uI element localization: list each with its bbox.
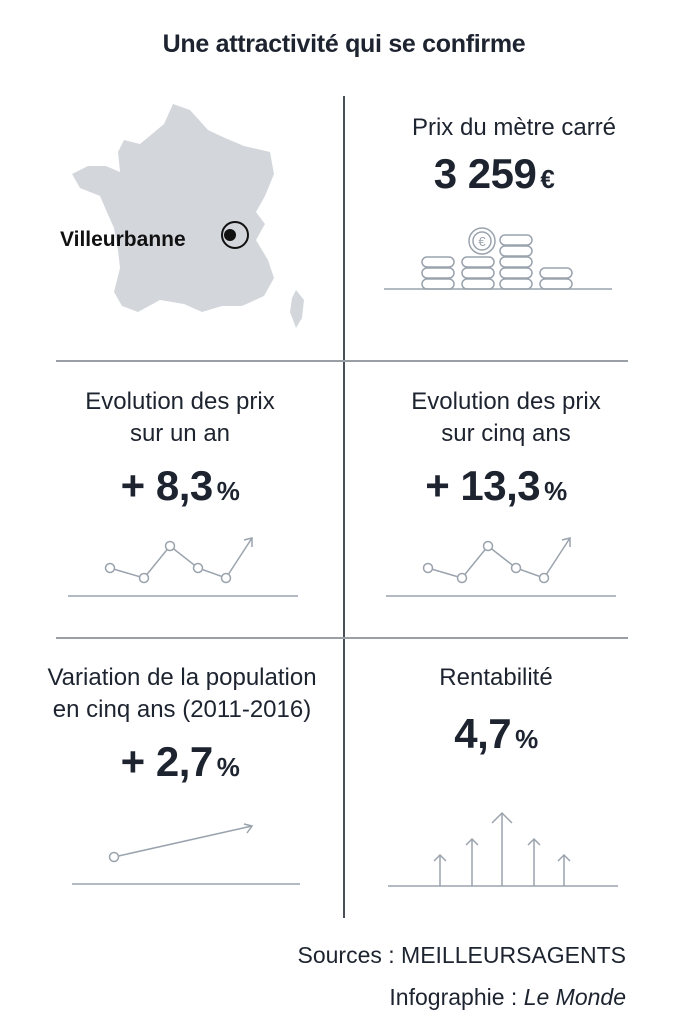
city-label: Villeurbanne [60, 228, 186, 251]
credit-text: Infographie : Le Monde [389, 984, 626, 1011]
rising-line-icon [72, 823, 300, 885]
credit-prefix: Infographie : [389, 984, 518, 1010]
evol-five-year-unit: % [544, 476, 567, 506]
evol-five-year-value: + 13,3% [346, 462, 646, 510]
map-panel: Villeurbanne [60, 100, 320, 335]
evol-five-year-label-line2: sur cinq ans [441, 420, 571, 447]
evol-five-year-label: Evolution des prix sur cinq ans [346, 386, 666, 450]
credit-name: Le Monde [523, 984, 626, 1010]
france-map-icon [72, 104, 304, 328]
yield-label: Rentabilité [439, 664, 553, 691]
up-arrows-icon [388, 811, 618, 887]
evol-five-year-label-line1: Evolution des prix [411, 388, 601, 415]
horizontal-divider-1 [56, 360, 628, 362]
line-trend-icon-1 [68, 537, 298, 597]
yield-value: 4,7% [346, 710, 646, 758]
evol-one-year-number: + 8,3 [120, 462, 214, 509]
price-label: Prix du mètre carré [411, 114, 617, 141]
evol-five-year-number: + 13,3 [425, 462, 541, 509]
sources-text: Sources : MEILLEURSAGENTS [297, 942, 627, 968]
svg-text:€: € [478, 234, 486, 249]
evol-one-year-label-line1: Evolution des prix [85, 388, 275, 415]
population-label: Variation de la population en cinq ans (… [12, 662, 352, 726]
vertical-divider [343, 96, 345, 918]
population-value: + 2,7% [20, 738, 340, 786]
evol-one-year-unit: % [216, 476, 240, 506]
line-trend-icon-2 [386, 537, 616, 597]
population-label-line1: Variation de la population [47, 664, 317, 691]
price-value: 3 259 € [344, 150, 644, 198]
page-title: Une attractivité qui se confirme [162, 30, 526, 58]
horizontal-divider-2 [56, 637, 628, 639]
evol-one-year-label-line2: sur un an [129, 420, 231, 447]
population-label-line2: en cinq ans (2011-2016) [52, 696, 312, 723]
population-unit: % [216, 752, 240, 782]
price-number: 3 259 [433, 150, 537, 197]
yield-number: 4,7 [454, 710, 512, 757]
coins-euro-icon: € [384, 227, 612, 290]
yield-unit: % [515, 724, 538, 754]
population-number: + 2,7 [120, 738, 214, 785]
evol-one-year-label: Evolution des prix sur un an [20, 386, 340, 450]
price-unit: € [540, 164, 555, 194]
evol-one-year-value: + 8,3% [20, 462, 340, 510]
